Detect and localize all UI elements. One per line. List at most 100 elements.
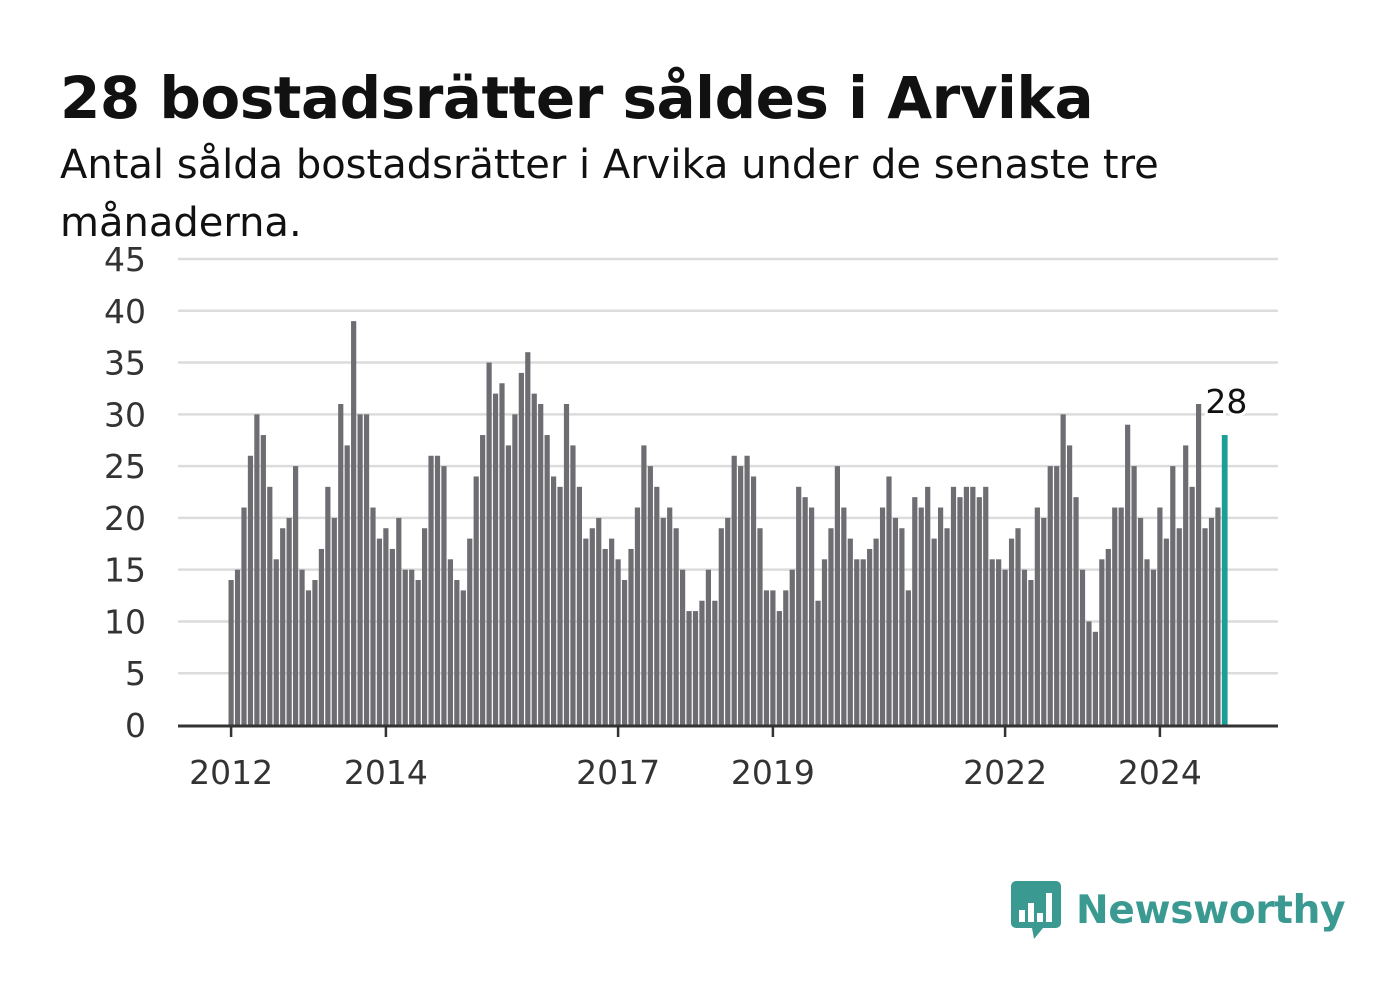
bar xyxy=(628,548,634,725)
bar xyxy=(325,486,331,725)
bar xyxy=(996,559,1002,725)
bar xyxy=(815,600,821,725)
bar xyxy=(1028,580,1034,725)
brand-logo: Newsworthy xyxy=(1010,878,1346,942)
bar xyxy=(454,580,460,725)
bar xyxy=(357,414,363,725)
bar xyxy=(828,528,834,725)
bar xyxy=(286,517,292,725)
bar xyxy=(241,507,247,725)
bar xyxy=(422,528,428,725)
y-tick-label: 35 xyxy=(104,344,146,383)
bar-highlight xyxy=(1221,435,1228,725)
bar xyxy=(247,455,254,725)
bar xyxy=(976,497,982,725)
bar xyxy=(331,517,337,725)
bar xyxy=(1208,517,1215,725)
bar xyxy=(621,580,628,725)
bar xyxy=(1112,507,1118,725)
bar xyxy=(712,600,718,725)
y-tick-label: 20 xyxy=(104,499,146,538)
bar xyxy=(789,569,795,725)
bar xyxy=(783,590,789,725)
bar xyxy=(667,507,673,725)
bar xyxy=(983,486,989,725)
bar xyxy=(847,538,853,725)
bar xyxy=(879,507,886,725)
bar xyxy=(918,507,924,725)
bar xyxy=(428,455,434,725)
bar xyxy=(776,611,782,725)
y-tick-label: 0 xyxy=(125,706,146,745)
bar xyxy=(757,528,763,725)
bar xyxy=(680,569,686,725)
y-tick-label: 15 xyxy=(104,551,146,590)
bar xyxy=(1105,548,1111,725)
bar xyxy=(1118,507,1124,725)
bar xyxy=(892,517,899,725)
bar xyxy=(273,559,279,725)
bar xyxy=(886,476,892,725)
bar xyxy=(396,517,402,725)
bar xyxy=(505,445,512,725)
bar xyxy=(363,414,370,725)
bar xyxy=(1002,569,1008,725)
bar xyxy=(905,590,911,725)
bar xyxy=(234,569,241,725)
bar xyxy=(660,517,666,725)
bar xyxy=(970,486,976,725)
bar xyxy=(254,414,260,725)
y-tick-label: 45 xyxy=(104,240,146,279)
bar xyxy=(570,445,576,725)
bar xyxy=(228,580,234,725)
axes xyxy=(178,724,1278,737)
bar xyxy=(1021,569,1028,725)
bar xyxy=(1163,538,1169,725)
bar xyxy=(473,476,479,725)
bar xyxy=(634,507,641,725)
chart-title: 28 bostadsrätter såldes i Arvika xyxy=(60,64,1094,132)
bar xyxy=(1176,528,1182,725)
bar xyxy=(389,548,395,725)
labels: 0 5 10 15 20 25 30 35 40 45 2012 2014 2017 2019 2022 20… xyxy=(104,240,1250,792)
bar xyxy=(931,538,937,725)
y-tick-label: 30 xyxy=(104,395,146,434)
bar xyxy=(809,507,815,725)
bar xyxy=(576,486,582,725)
bar xyxy=(460,590,466,725)
bar xyxy=(563,403,570,725)
bar xyxy=(409,569,415,725)
chart-subtitle: Antal sålda bostadsrätter i Arvika under… xyxy=(60,142,1159,246)
y-tick-label: 40 xyxy=(104,292,146,331)
y-tick-label: 10 xyxy=(104,602,146,641)
bar xyxy=(602,548,608,725)
bar xyxy=(318,548,324,725)
bar xyxy=(538,403,544,725)
x-tick-label: 2024 xyxy=(1118,753,1202,792)
bar-chart-speech-bubble-icon xyxy=(1011,881,1061,939)
bar xyxy=(841,507,847,725)
bar xyxy=(925,486,931,725)
bars xyxy=(228,321,1228,725)
bar xyxy=(1034,507,1040,725)
bar xyxy=(770,590,776,725)
bar xyxy=(1067,445,1073,725)
bar xyxy=(873,538,879,725)
bar xyxy=(963,486,969,725)
bar xyxy=(589,528,595,725)
bar xyxy=(1183,445,1189,725)
bar xyxy=(492,393,499,725)
bar xyxy=(1125,424,1131,725)
bar xyxy=(802,497,808,725)
bar xyxy=(267,486,273,725)
bar xyxy=(692,611,699,725)
y-tick-label: 25 xyxy=(104,447,146,486)
bar xyxy=(1092,631,1098,725)
bar xyxy=(705,569,711,725)
bar xyxy=(1073,497,1079,725)
bar xyxy=(338,403,344,725)
bar xyxy=(1215,507,1221,725)
bar xyxy=(551,476,557,725)
bar xyxy=(447,559,453,725)
